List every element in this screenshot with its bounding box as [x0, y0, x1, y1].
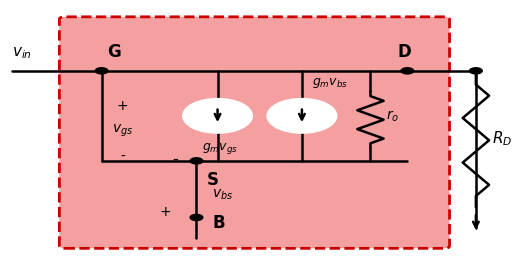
Circle shape: [190, 158, 203, 164]
Text: $v_{gs}$: $v_{gs}$: [112, 123, 133, 139]
Text: $r_o$: $r_o$: [386, 108, 400, 124]
Text: B: B: [213, 214, 225, 232]
Circle shape: [401, 68, 414, 74]
Text: +: +: [159, 205, 171, 219]
Text: $v_{bs}$: $v_{bs}$: [213, 187, 234, 202]
Circle shape: [268, 99, 336, 133]
Circle shape: [183, 99, 252, 133]
Text: S: S: [207, 171, 219, 189]
FancyBboxPatch shape: [59, 17, 449, 248]
Text: $g_m v_{gs}$: $g_m v_{gs}$: [202, 141, 238, 156]
Circle shape: [470, 68, 482, 74]
Text: G: G: [107, 43, 121, 61]
Text: -: -: [172, 149, 178, 167]
Circle shape: [190, 214, 203, 220]
Text: -: -: [120, 150, 125, 164]
Text: $R_D$: $R_D$: [492, 130, 512, 148]
Circle shape: [95, 68, 108, 74]
Text: D: D: [398, 43, 412, 61]
Text: +: +: [117, 99, 128, 113]
Text: $v_{in}$: $v_{in}$: [13, 45, 32, 61]
Text: $g_m v_{bs}$: $g_m v_{bs}$: [313, 76, 349, 90]
